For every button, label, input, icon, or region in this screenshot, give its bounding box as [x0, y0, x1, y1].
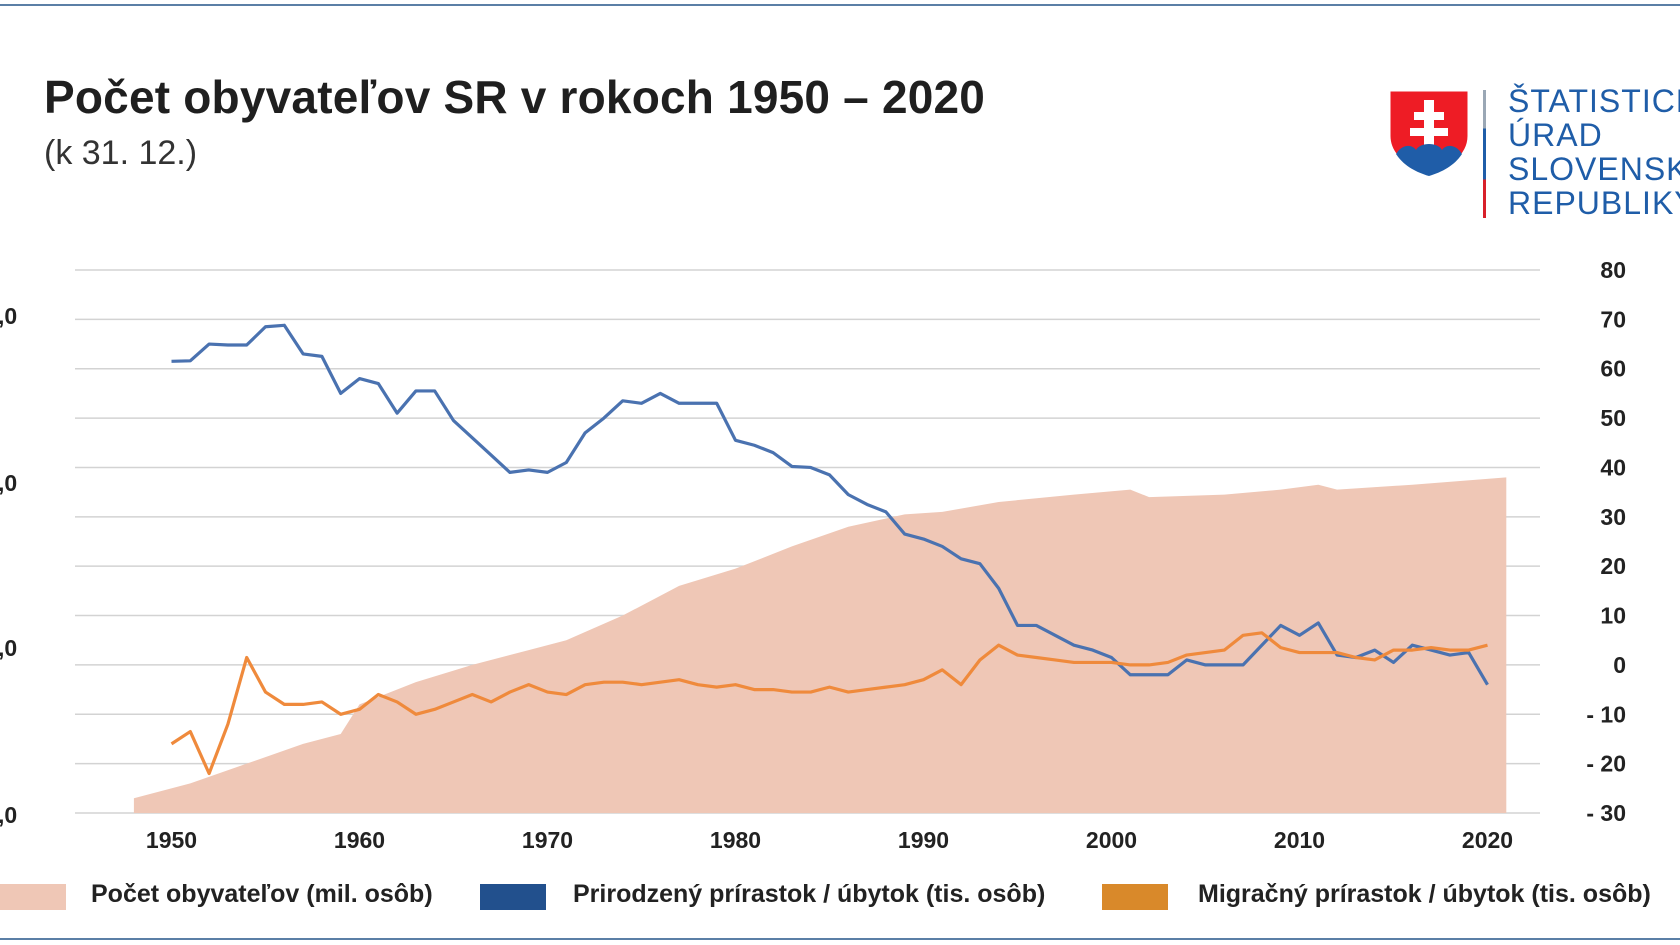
right-y-tick-label: 40 — [1600, 454, 1626, 480]
x-tick-label: 2020 — [1462, 827, 1513, 853]
top-frame-line — [0, 4, 1680, 6]
right-y-tick-label: 60 — [1600, 356, 1626, 382]
legend-label-natural: Prirodzený prírastok / úbytok (tis. osôb… — [573, 880, 1046, 908]
x-tick-label: 1970 — [522, 827, 573, 853]
chart-subtitle: (k 31. 12.) — [44, 134, 198, 172]
right-y-tick-label: - 10 — [1586, 701, 1626, 727]
right-y-tick-label: 80 — [1600, 257, 1626, 283]
logo-line-1: ŠTATISTICKÝ — [1508, 83, 1680, 119]
logo-line-4: REPUBLIKY — [1508, 185, 1680, 221]
logo-line-3: SLOVENSKEJ — [1508, 151, 1680, 187]
legend-swatch-population — [0, 884, 66, 910]
population-area — [133, 477, 1507, 813]
logo-text: ŠTATISTICKÝ ÚRAD SLOVENSKEJ REPUBLIKY — [1508, 84, 1680, 220]
left-y-tick-label: ,0 — [0, 303, 17, 329]
x-tick-label: 1980 — [710, 827, 761, 853]
x-tick-label: 1990 — [898, 827, 949, 853]
legend-swatch-natural — [480, 884, 546, 910]
legend-label-population: Počet obyvateľov (mil. osôb) — [91, 880, 433, 908]
right-y-tick-label: - 30 — [1586, 800, 1626, 826]
left-y-tick-label: ,0 — [0, 635, 17, 661]
axis-labels: 1950 1960 1970 1980 1990 2000 2010 202080706050… — [0, 257, 1626, 853]
left-y-tick-label: ,0 — [0, 802, 17, 828]
logo-line-2: ÚRAD — [1508, 117, 1603, 153]
logo-divider — [1483, 90, 1486, 218]
right-y-tick-label: 0 — [1613, 652, 1626, 678]
right-y-tick-label: 20 — [1600, 553, 1626, 579]
x-tick-label: 1960 — [334, 827, 385, 853]
chart-title: Počet obyvateľov SR v rokoch 1950 – 2020 — [44, 71, 986, 123]
right-y-tick-label: 50 — [1600, 405, 1626, 431]
slovak-coat-of-arms-icon — [1384, 88, 1474, 183]
right-y-tick-label: 30 — [1600, 504, 1626, 530]
x-tick-label: 1950 — [146, 827, 197, 853]
left-y-tick-label: ,0 — [0, 470, 17, 496]
legend-swatch-migration — [1102, 884, 1168, 910]
right-y-tick-label: 10 — [1600, 603, 1626, 629]
x-tick-label: 2000 — [1086, 827, 1137, 853]
series-lines — [170, 323, 1489, 776]
right-y-tick-label: 70 — [1600, 306, 1626, 332]
right-y-tick-label: - 20 — [1586, 751, 1626, 777]
legend-label-migration: Migračný prírastok / úbytok (tis. osôb) — [1198, 880, 1651, 908]
population-area-layer — [133, 477, 1507, 813]
bottom-frame-line — [0, 938, 1680, 940]
migration-increase-line — [170, 631, 1488, 776]
x-tick-label: 2010 — [1274, 827, 1325, 853]
